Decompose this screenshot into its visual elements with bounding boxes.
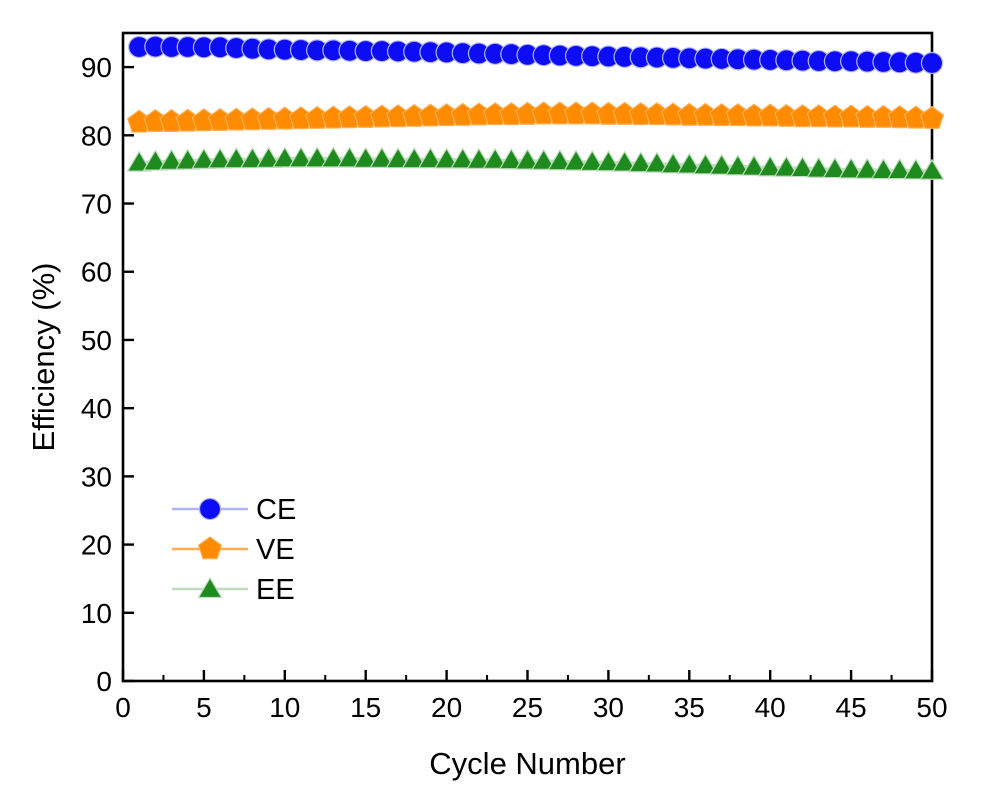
x-tick-label: 0	[115, 692, 131, 723]
y-tick-label: 20	[81, 530, 112, 561]
plot-border	[121, 31, 934, 683]
triangle-up-marker	[903, 158, 929, 180]
x-tick-label: 10	[269, 692, 300, 723]
legend-label: VE	[256, 534, 295, 566]
axis-ticks: 0 5 10 15 20 25 30 35 40 45 50 0 10 20 30 40 50 60 70 80 90	[81, 52, 948, 723]
triangle-up-marker	[223, 147, 249, 169]
x-tick-label: 5	[196, 692, 212, 723]
triangle-up-marker	[741, 154, 767, 176]
y-tick-label: 70	[81, 189, 112, 220]
triangle-up-marker	[369, 146, 395, 168]
legend-item-ce: CE	[172, 494, 296, 526]
triangle-up-marker	[757, 155, 783, 177]
x-tick-label: 45	[836, 692, 867, 723]
pentagon-marker	[197, 536, 223, 560]
triangle-up-marker	[239, 147, 265, 169]
triangle-up-marker	[579, 149, 605, 172]
triangle-up-marker	[256, 146, 282, 168]
x-tick-label: 25	[512, 692, 543, 723]
triangle-up-marker	[854, 157, 880, 179]
y-tick-label: 40	[81, 393, 112, 424]
triangle-up-marker	[660, 152, 686, 174]
triangle-up-marker	[353, 146, 379, 168]
triangle-up-marker	[191, 147, 217, 169]
x-tick-label: 20	[431, 692, 462, 723]
y-tick-label: 80	[81, 120, 112, 151]
legend: CE VE EE	[172, 494, 296, 606]
x-tick-label: 15	[350, 692, 381, 723]
triangle-up-marker	[612, 150, 638, 172]
series-ee	[126, 146, 945, 180]
triangle-up-marker	[304, 146, 330, 168]
legend-item-ve: VE	[172, 534, 295, 566]
triangle-up-marker	[320, 146, 346, 168]
y-tick-label: 50	[81, 325, 112, 356]
triangle-up-marker	[822, 156, 848, 179]
triangle-up-marker	[401, 147, 427, 169]
legend-label: CE	[256, 494, 296, 526]
legend-label: EE	[256, 574, 295, 606]
triangle-up-marker	[773, 155, 799, 177]
y-tick-label: 60	[81, 257, 112, 288]
triangle-up-marker	[336, 146, 363, 168]
triangle-up-marker	[692, 153, 719, 175]
circle-marker	[198, 497, 222, 521]
series-ve	[127, 101, 945, 133]
triangle-up-marker	[870, 157, 897, 180]
triangle-up-marker	[142, 149, 168, 171]
triangle-up-marker	[175, 148, 201, 170]
legend-item-ee: EE	[172, 574, 295, 606]
circle-marker	[920, 51, 944, 75]
triangle-up-marker	[919, 158, 945, 180]
triangle-up-marker	[887, 157, 913, 180]
triangle-up-marker	[595, 150, 621, 172]
triangle-up-marker	[385, 147, 411, 169]
triangle-up-marker	[806, 156, 832, 178]
triangle-up-marker	[725, 154, 751, 176]
pentagon-marker	[919, 105, 945, 129]
y-axis-title: Efficiency (%)	[26, 262, 61, 452]
triangle-up-marker	[482, 147, 508, 169]
triangle-up-marker	[207, 147, 233, 169]
triangle-up-marker	[514, 148, 541, 170]
y-tick-label: 90	[81, 52, 112, 83]
triangle-up-marker	[158, 148, 185, 170]
x-tick-label: 50	[916, 692, 947, 723]
y-tick-label: 10	[81, 598, 112, 629]
triangle-up-marker	[676, 152, 702, 174]
triangle-up-marker	[466, 147, 492, 169]
triangle-up-marker	[126, 150, 152, 172]
triangle-up-marker	[628, 151, 654, 173]
x-tick-label: 35	[674, 692, 705, 723]
triangle-up-marker	[709, 153, 735, 175]
triangle-up-marker	[197, 576, 223, 599]
triangle-up-marker	[450, 147, 476, 169]
triangle-up-marker	[531, 148, 557, 170]
triangle-up-marker	[838, 157, 864, 179]
triangle-up-marker	[434, 147, 460, 169]
triangle-up-marker	[498, 148, 524, 170]
triangle-up-marker	[547, 149, 573, 171]
series-ce	[128, 35, 944, 75]
triangle-up-marker	[563, 149, 589, 171]
x-tick-label: 40	[755, 692, 786, 723]
triangle-up-marker	[272, 146, 298, 168]
triangle-up-marker	[644, 151, 670, 173]
x-axis-title: Cycle Number	[429, 746, 626, 781]
triangle-up-marker	[790, 155, 816, 178]
triangle-up-marker	[417, 147, 443, 169]
triangle-up-marker	[288, 146, 314, 168]
y-tick-label: 0	[96, 666, 112, 697]
x-tick-label: 30	[593, 692, 624, 723]
y-tick-label: 30	[81, 461, 112, 492]
